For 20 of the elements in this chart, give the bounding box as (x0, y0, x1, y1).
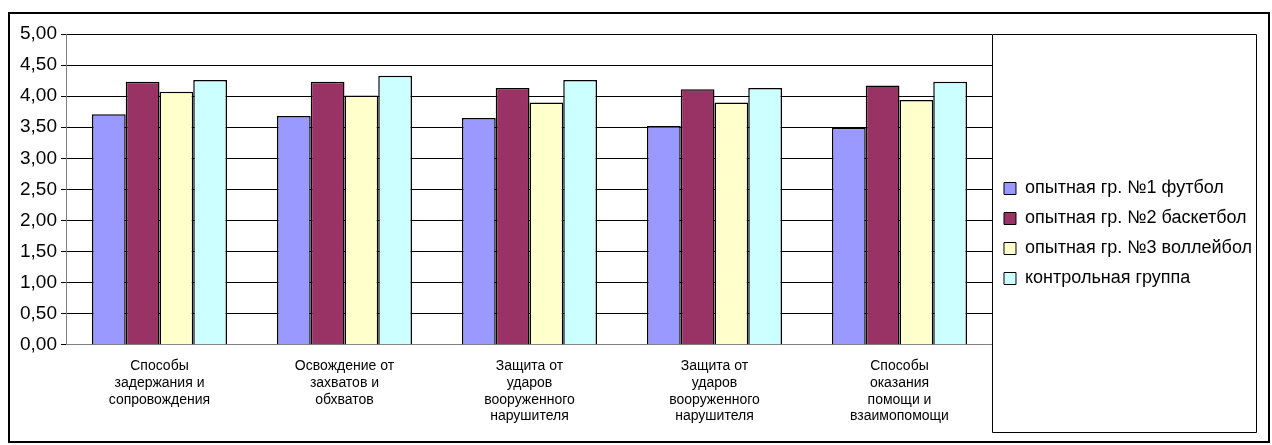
y-tick-label: 5,00 (20, 22, 57, 44)
y-tick-label: 2,00 (20, 208, 57, 230)
y-tick-label: 2,50 (20, 177, 57, 199)
y-tick-label: 4,00 (20, 84, 57, 106)
legend-label: опытная гр. №3 воллейбол (1024, 237, 1252, 258)
legend-label: опытная гр. №1 футбол (1024, 177, 1224, 198)
y-tick-label: 1,00 (20, 270, 57, 292)
x-tick-label: Защита от ударов вооруженного нарушителя (484, 357, 576, 424)
y-tick-label: 3,50 (20, 115, 57, 137)
x-tick-label: Способы оказания помощи и взаимопомощи (850, 357, 949, 424)
y-tick-label: 3,00 (20, 146, 57, 168)
x-tick-label: Способы задержания и сопровождения (108, 357, 211, 407)
y-tick-label: 0,50 (20, 301, 57, 323)
y-tick-label: 1,50 (20, 239, 57, 261)
x-tick-label: Защита от ударов вооруженного нарушителя (669, 357, 761, 424)
y-tick-label: 4,50 (20, 53, 57, 75)
legend-label: контрольная группа (1024, 267, 1192, 288)
legend-label: опытная гр. №2 баскетбол (1024, 207, 1247, 228)
y-tick-label: 0,00 (20, 333, 57, 355)
x-tick-label: Освождение от захватов и обхватов (294, 357, 395, 407)
